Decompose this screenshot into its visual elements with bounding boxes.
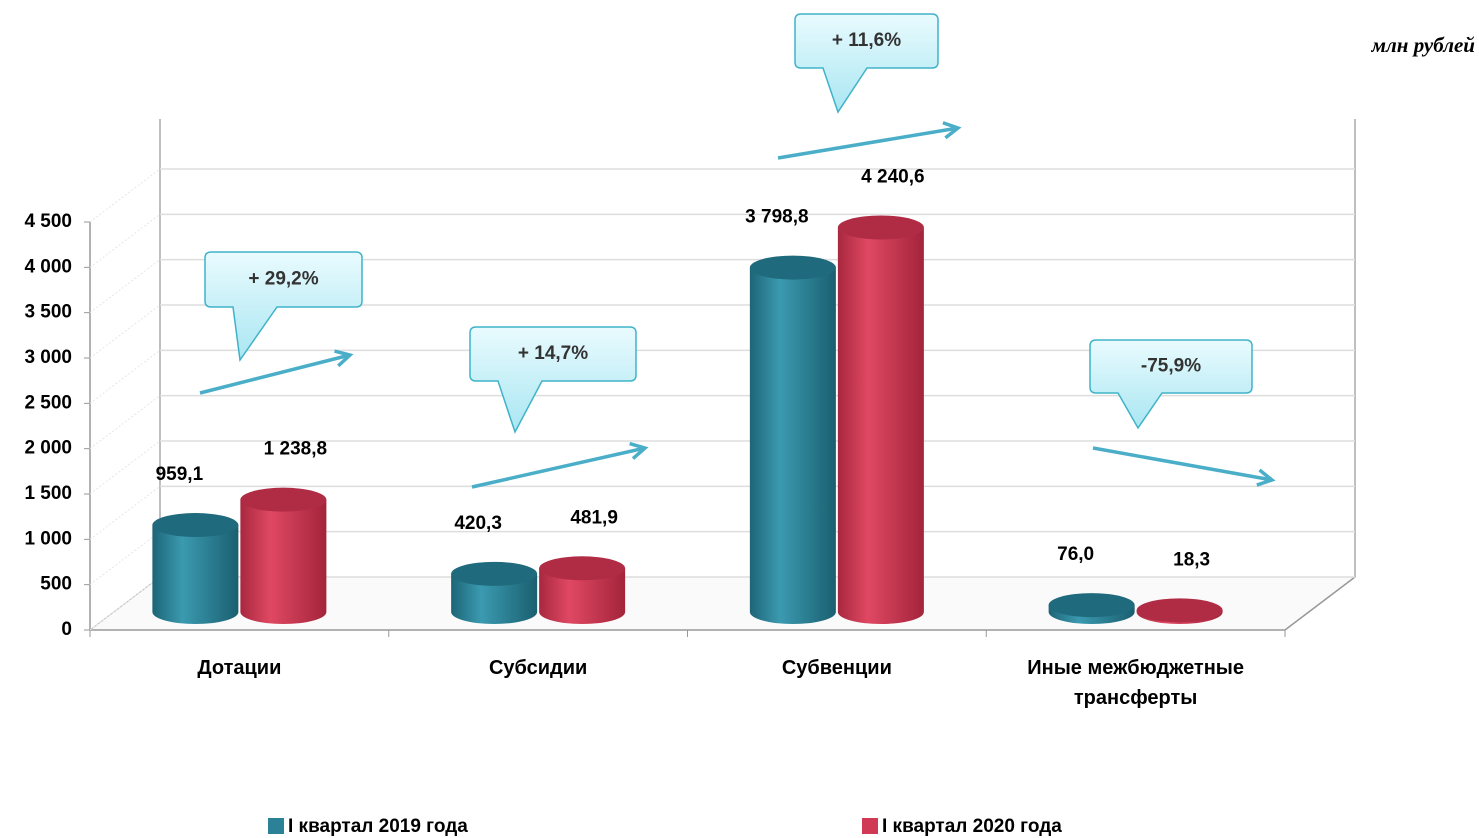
annotation: -75,9% <box>1141 356 1201 377</box>
y-tick-label: 2 500 <box>24 392 72 413</box>
y-tick-label: 3 000 <box>24 347 72 368</box>
bar <box>240 487 327 624</box>
y-tick-label: 0 <box>61 619 72 640</box>
bar-top <box>451 561 538 586</box>
legend-swatch <box>268 818 284 834</box>
value-label: 481,9 <box>570 507 618 528</box>
callout <box>204 251 363 363</box>
value-label: 4 240,6 <box>861 167 924 188</box>
callout <box>794 13 939 114</box>
trend-arrow <box>471 446 646 489</box>
side-grid-line <box>89 531 161 586</box>
y-tick-label: 1 000 <box>24 528 72 549</box>
bar-body <box>451 573 538 624</box>
bar <box>1048 593 1135 624</box>
y-tick-label: 2 000 <box>24 438 72 459</box>
bar <box>749 255 836 624</box>
side-grid-line <box>89 395 161 450</box>
side-grid-line <box>89 168 161 223</box>
bar <box>539 556 626 624</box>
side-grid-line <box>89 304 161 359</box>
bar-top <box>539 556 626 581</box>
trend-arrow-head <box>334 349 354 368</box>
value-label: 420,3 <box>454 513 502 534</box>
side-grid-line <box>89 485 161 540</box>
bar <box>451 561 538 624</box>
x-tick-label: Дотации <box>197 657 282 679</box>
value-label: 76,0 <box>1057 544 1094 565</box>
bar-top <box>1136 598 1223 623</box>
trend-arrow <box>1092 446 1273 482</box>
value-label: 3 798,8 <box>745 207 808 228</box>
bar-body <box>837 227 924 625</box>
side-grid-line <box>89 259 161 314</box>
bar-body <box>539 568 626 624</box>
side-grid-line <box>89 440 161 495</box>
trend-arrow <box>199 353 351 395</box>
legend-label: I квартал 2020 года <box>882 816 1062 837</box>
y-tick-label: 4 500 <box>24 211 72 232</box>
value-label: 959,1 <box>156 464 204 485</box>
trend-arrow <box>777 126 959 160</box>
legend-swatch <box>862 818 878 834</box>
side-grid-line <box>89 349 161 404</box>
bar-body <box>240 499 327 624</box>
bar-top <box>152 513 239 538</box>
annotation: + 29,2% <box>248 269 318 290</box>
side-grid-line <box>89 576 161 631</box>
value-label: 1 238,8 <box>264 439 327 460</box>
bar-top <box>837 215 924 240</box>
y-tick-label: 1 500 <box>24 483 72 504</box>
bar <box>1136 598 1223 624</box>
trend-arrow-head <box>629 441 649 460</box>
side-grid-line <box>89 213 161 268</box>
x-tick-label: Субвенции <box>781 657 892 679</box>
annotation: + 14,7% <box>518 343 588 364</box>
y-tick-label: 3 500 <box>24 302 72 323</box>
bar <box>152 513 239 624</box>
bar-top <box>749 255 836 280</box>
callout <box>469 326 637 434</box>
callout <box>1089 339 1253 430</box>
y-tick-label: 500 <box>40 574 72 595</box>
bar-top <box>1048 593 1135 618</box>
bar <box>837 215 924 625</box>
y-tick-label: 4 000 <box>24 256 72 277</box>
unit-label: млн рублей <box>1371 33 1475 57</box>
trend-arrow-head <box>1256 468 1276 487</box>
legend-label: I квартал 2019 года <box>288 816 468 837</box>
bar-top <box>240 487 327 512</box>
x-tick-label: Субсидии <box>488 657 588 679</box>
annotation: + 11,6% <box>832 30 901 51</box>
x-tick-label: Иные межбюджетные трансферты <box>1027 657 1245 709</box>
floor-right-edge <box>1284 576 1356 631</box>
value-label: 18,3 <box>1173 549 1210 570</box>
bar-body <box>152 525 239 624</box>
trend-arrow-head <box>942 121 962 140</box>
bar-body <box>749 267 836 624</box>
